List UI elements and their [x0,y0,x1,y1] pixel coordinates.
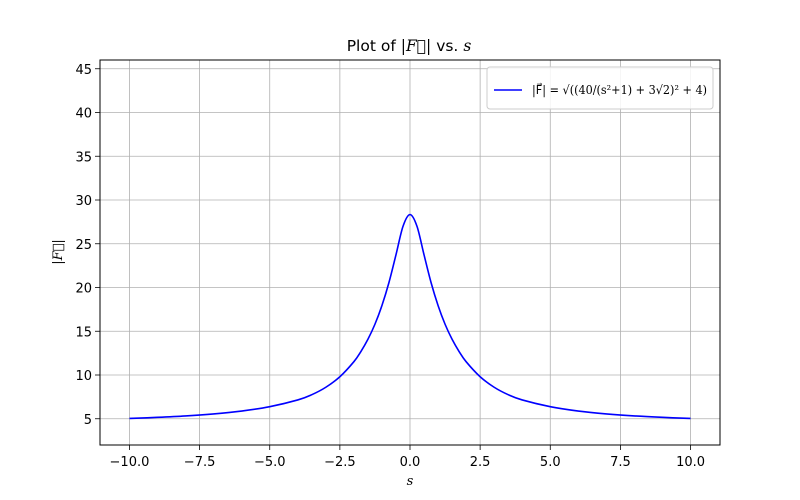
x-tick-label: 10.0 [676,455,705,470]
data-point [395,254,397,256]
data-point [465,361,467,363]
x-tick-label: 5.0 [540,455,561,470]
data-point [360,351,362,353]
y-tick-label: 45 [75,63,92,78]
series-line-0 [129,213,691,420]
y-tick-label: 40 [75,107,92,122]
data-point [606,413,608,415]
x-tick-label: 7.5 [610,455,631,470]
data-point [444,323,446,325]
grid [100,60,720,445]
x-tick-label: −7.5 [184,455,216,470]
title-suffix: vs. [436,37,458,55]
data-point [374,323,376,325]
y-tick-label: 15 [75,325,92,340]
data-point [458,351,460,353]
data-point [634,415,636,417]
y-tick-label: 10 [75,369,92,384]
data-point [451,339,453,341]
series-layer [129,213,692,420]
data-point [129,418,131,420]
chart-title: Plot of |F⃗| vs. s [347,37,472,55]
y-tick-label: 35 [75,150,92,165]
x-tick-label: −5.0 [254,455,286,470]
x-tick-label: 2.5 [470,455,491,470]
data-point [157,417,159,419]
title-symbol: |F⃗| [401,37,432,55]
x-axis-label: s [407,474,414,489]
title-prefix: Plot of [347,37,397,55]
data-point [297,399,299,401]
legend-box [486,66,714,110]
data-point [185,415,187,417]
data-point [493,386,495,388]
data-point [578,410,580,412]
data-point [269,406,271,408]
data-point [507,394,509,396]
data-point [521,399,523,401]
ticks: −10.0 −7.5 −5.0 −2.5 0.0 2.5 5.0 7.5 10.0 5 10 15 20… [75,63,705,470]
y-tick-label: 25 [75,238,92,253]
data-point [311,394,313,396]
y-axis-label: |F⃗| [51,239,66,265]
data-point [430,282,432,284]
y-tick-label: 20 [75,282,92,297]
data-point [325,386,327,388]
data-point [662,417,664,419]
y-tick-label: 5 [84,413,92,428]
data-point [549,406,551,408]
data-point [690,418,692,420]
title-variable: s [463,37,471,55]
data-point [409,214,411,216]
data-point [437,305,439,307]
legend-formula: |F⃗| = √((40/(s²+1) + 3√2)² + 4) [532,82,707,97]
x-tick-label: −10.0 [110,455,150,470]
data-point [381,305,383,307]
legend: |F⃗| = √((40/(s²+1) + 3√2)² + 4) [486,66,714,110]
data-point [353,361,355,363]
data-point [241,410,243,412]
data-point [388,282,390,284]
legend-label: |F⃗| = √((40/(s²+1) + 3√2)² + 4) [532,82,707,97]
y-tick-label: 30 [75,194,92,209]
data-point [423,254,425,256]
data-point [339,376,341,378]
x-tick-label: 0.0 [400,455,421,470]
x-tick-label: −2.5 [324,455,356,470]
data-point [479,376,481,378]
data-point [402,226,404,228]
data-point [367,339,369,341]
data-point [416,226,418,228]
data-point [213,413,215,415]
